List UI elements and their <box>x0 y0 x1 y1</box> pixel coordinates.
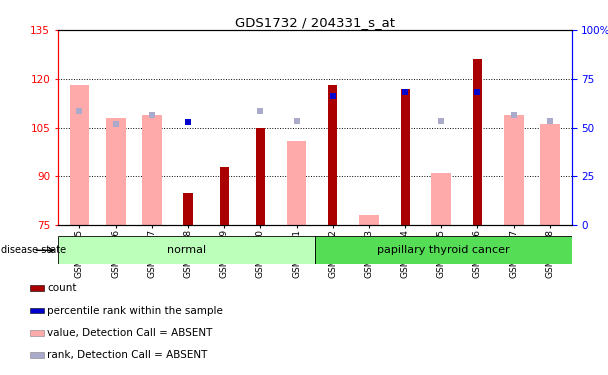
Text: value, Detection Call = ABSENT: value, Detection Call = ABSENT <box>47 328 213 338</box>
Text: normal: normal <box>167 245 206 255</box>
Text: rank, Detection Call = ABSENT: rank, Detection Call = ABSENT <box>47 350 208 360</box>
Bar <box>540 124 560 225</box>
Text: count: count <box>47 283 77 293</box>
Bar <box>256 128 265 225</box>
Bar <box>69 85 89 225</box>
Bar <box>219 166 229 225</box>
Bar <box>315 236 572 264</box>
Bar <box>142 114 162 225</box>
Bar <box>328 85 337 225</box>
Bar <box>30 285 44 291</box>
Bar <box>473 59 482 225</box>
Bar <box>58 236 315 264</box>
Bar <box>359 215 379 225</box>
Bar <box>431 173 451 225</box>
Text: papillary thyroid cancer: papillary thyroid cancer <box>377 245 510 255</box>
Text: percentile rank within the sample: percentile rank within the sample <box>47 306 223 315</box>
Bar <box>30 352 44 358</box>
Title: GDS1732 / 204331_s_at: GDS1732 / 204331_s_at <box>235 16 395 29</box>
Bar <box>286 141 306 225</box>
Bar <box>503 114 523 225</box>
Text: disease state: disease state <box>1 245 66 255</box>
Bar <box>401 88 410 225</box>
Bar <box>30 330 44 336</box>
Bar <box>184 192 193 225</box>
Bar <box>106 118 126 225</box>
Bar <box>30 308 44 313</box>
